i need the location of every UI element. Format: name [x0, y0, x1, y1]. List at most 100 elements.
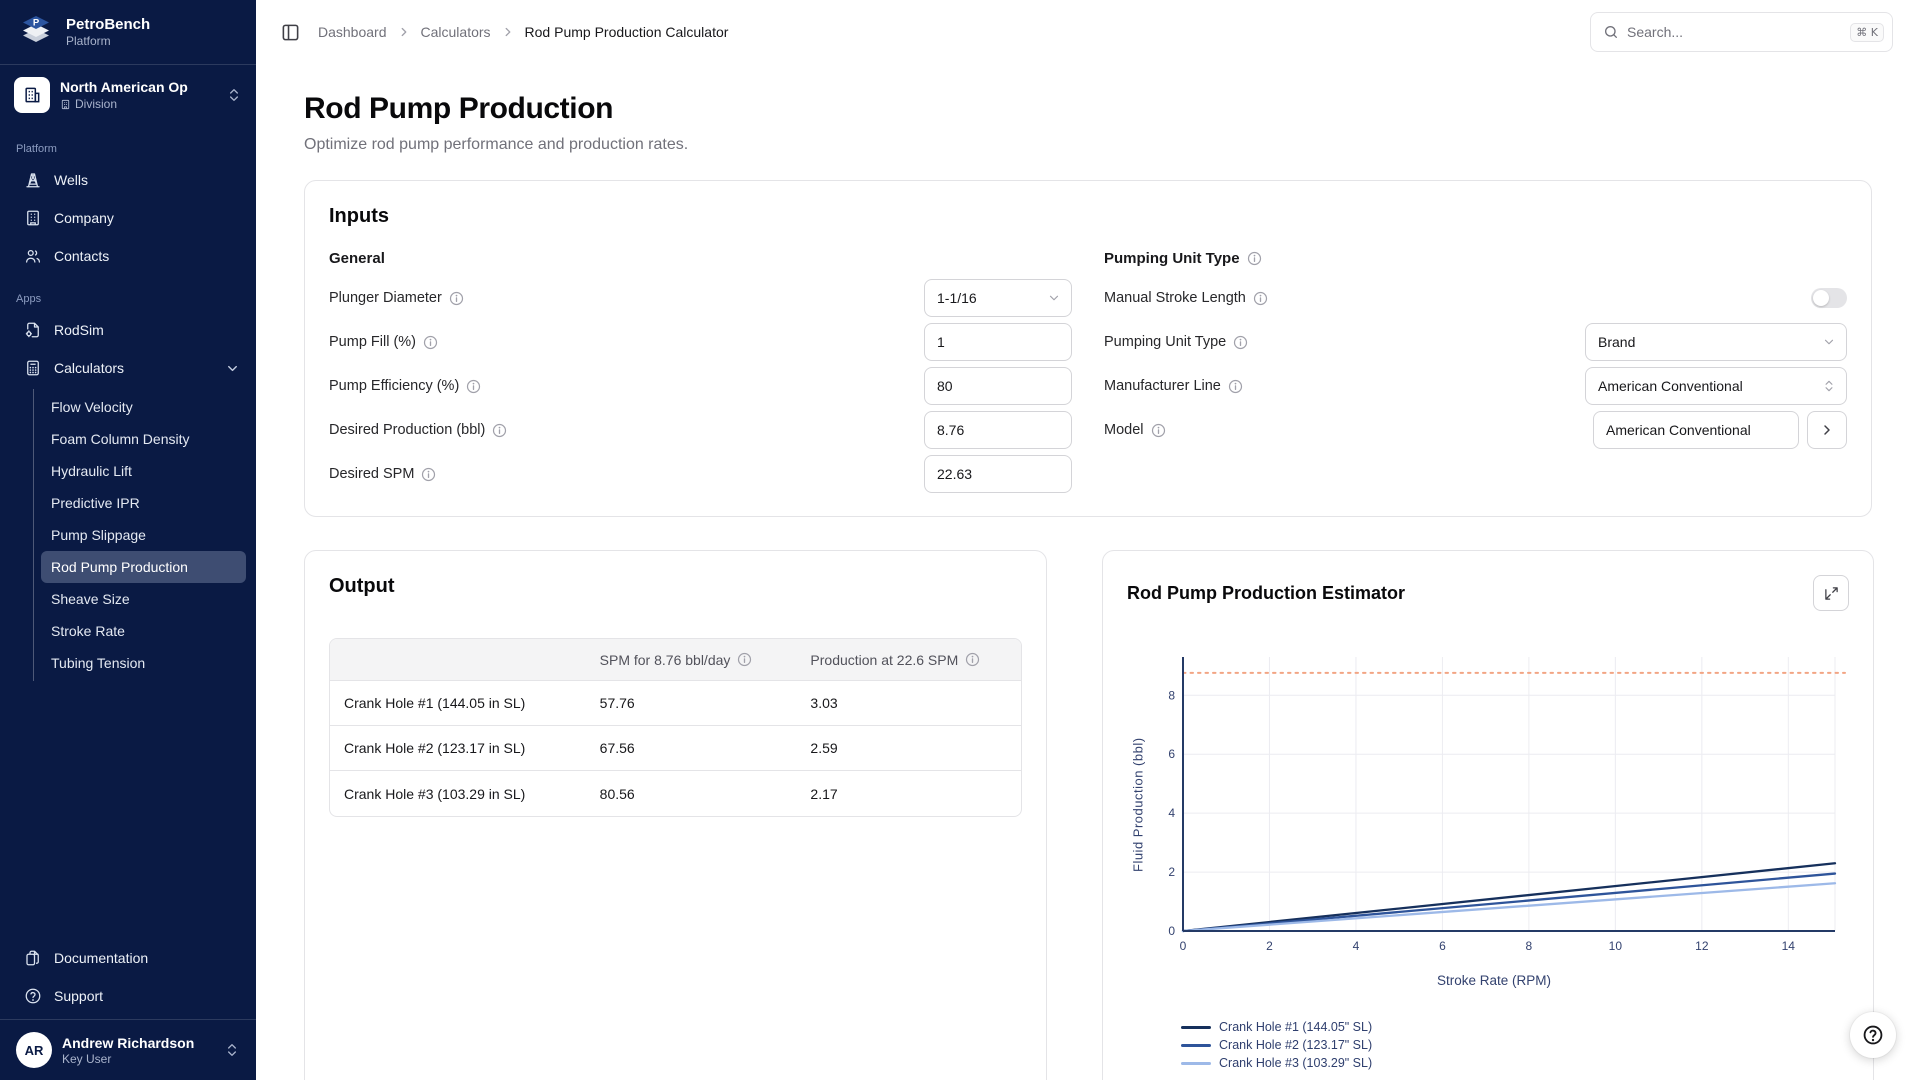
svg-text:0: 0: [1168, 924, 1175, 938]
model-next-button[interactable]: [1807, 411, 1847, 449]
legend-label: Crank Hole #3 (103.29" SL): [1219, 1056, 1373, 1070]
sidebar-subitem-tubing-tension[interactable]: Tubing Tension: [51, 655, 146, 671]
topbar: Dashboard Calculators Rod Pump Productio…: [256, 0, 1920, 64]
desired-spm-input[interactable]: [937, 466, 1059, 482]
user-role: Key User: [62, 1051, 112, 1066]
calculators-sublist: Flow Velocity Foam Column Density Hydrauli…: [33, 389, 256, 681]
sidebar-item-calculators[interactable]: Calculators: [0, 349, 256, 387]
chevron-down-icon: [1824, 339, 1834, 345]
pumping-unit-type-select[interactable]: Brand: [1585, 323, 1847, 361]
brand-tagline: Platform: [66, 34, 111, 48]
svg-text:0: 0: [1180, 939, 1187, 953]
pump-fill-input[interactable]: [937, 334, 1059, 350]
x-axis-title: Stroke Rate (RPM): [1436, 973, 1552, 988]
sidebar-item-wells[interactable]: Wells: [0, 161, 256, 199]
output-table-body: Crank Hole #1 (144.05 in SL) 57.76 3.03 Cra…: [330, 681, 1021, 816]
sidebar-item-support[interactable]: Support: [0, 977, 256, 1015]
info-icon[interactable]: [421, 467, 436, 482]
svg-text:6: 6: [1168, 747, 1175, 761]
org-switcher[interactable]: North American Opera Division: [0, 65, 256, 125]
manual-stroke-length-toggle[interactable]: [1811, 288, 1847, 308]
chart-legend: Crank Hole #1 (144.05" SL) Crank Hole #2 …: [1181, 1018, 1849, 1072]
svg-text:14: 14: [1782, 939, 1796, 953]
column-header-spm: SPM for 8.76 bbl/day: [585, 639, 797, 681]
sidebar-item-company[interactable]: Company: [0, 199, 256, 237]
sidebar-subitem-pump-slippage[interactable]: Pump Slippage: [51, 527, 146, 543]
model-label: Model: [1104, 422, 1144, 438]
expand-chart-button[interactable]: [1813, 575, 1849, 611]
user-menu[interactable]: AR Andrew Richardson Key User: [0, 1020, 256, 1080]
divider: [0, 1019, 256, 1020]
info-icon[interactable]: [1228, 379, 1243, 394]
sidebar-subitem-hydraulic-lift[interactable]: Hydraulic Lift: [51, 463, 132, 479]
info-icon[interactable]: [1253, 291, 1268, 306]
info-icon[interactable]: [423, 335, 438, 350]
crank-hole-label: Crank Hole #2 (123.17 in SL): [330, 726, 586, 771]
sidebar-subitem-sheave-size[interactable]: Sheave Size: [51, 591, 130, 607]
breadcrumb-current: Rod Pump Production Calculator: [524, 24, 729, 40]
chevrons-up-down-icon: [228, 1044, 236, 1056]
org-kind: Division: [75, 97, 118, 111]
breadcrumb-calculators[interactable]: Calculators: [420, 24, 491, 40]
info-icon[interactable]: [1151, 423, 1166, 438]
pumping-unit-type-label: Pumping Unit Type: [1104, 334, 1227, 350]
table-row: Crank Hole #3 (103.29 in SL) 80.56 2.17: [330, 771, 1021, 816]
svg-text:4: 4: [1168, 806, 1175, 820]
sidebar-item-rodsim[interactable]: RodSim: [0, 311, 256, 349]
pumping-unit-type-heading: Pumping Unit Type: [1104, 244, 1847, 272]
sidebar-subitem-rod-pump-production[interactable]: Rod Pump Production: [41, 551, 246, 583]
info-icon[interactable]: [492, 423, 507, 438]
estimator-heading: Rod Pump Production Estimator: [1127, 582, 1406, 603]
divider: [0, 64, 256, 65]
svg-text:P: P: [33, 18, 40, 29]
brand-name: PetroBench: [66, 16, 151, 33]
crank-hole-label: Crank Hole #3 (103.29 in SL): [344, 785, 526, 802]
spm-value: 57.76: [585, 681, 797, 726]
pump-efficiency-input[interactable]: [937, 378, 1059, 394]
derrick-icon: [26, 173, 40, 188]
sidebar-item-documentation[interactable]: Documentation: [0, 939, 256, 977]
svg-text:2: 2: [1266, 939, 1273, 953]
brand[interactable]: P PetroBench Platform: [0, 0, 256, 64]
plunger-diameter-select[interactable]: 1-1/16: [924, 279, 1072, 317]
info-icon[interactable]: [1233, 335, 1248, 350]
chevrons-up-down-icon: [230, 89, 238, 101]
chevron-right-icon: [1824, 425, 1830, 435]
model-field[interactable]: American Conventional: [1593, 411, 1799, 449]
sidebar-subitem-predictive-ipr[interactable]: Predictive IPR: [51, 495, 140, 511]
sidebar-subitem-stroke-rate[interactable]: Stroke Rate: [51, 623, 125, 639]
desired-production-field: [924, 411, 1072, 449]
pump-efficiency-label: Pump Efficiency (%): [329, 378, 460, 394]
sidebar-item-contacts[interactable]: Contacts: [0, 237, 256, 275]
sidebar-item-label: Calculators: [54, 360, 125, 376]
org-name: North American Opera: [60, 79, 188, 95]
info-icon[interactable]: [449, 291, 464, 306]
page-subtitle: Optimize rod pump performance and produc…: [304, 136, 689, 153]
documentation-icon: [26, 950, 39, 966]
legend-label: Crank Hole #2 (123.17" SL): [1219, 1038, 1373, 1052]
breadcrumb-dashboard[interactable]: Dashboard: [318, 24, 387, 40]
manufacturer-line-select[interactable]: American Conventional: [1585, 367, 1847, 405]
division-building-icon: [61, 99, 70, 109]
info-icon[interactable]: [466, 379, 481, 394]
sidebar-toggle-button[interactable]: [276, 18, 304, 46]
info-icon[interactable]: [737, 652, 752, 667]
info-icon[interactable]: [1247, 251, 1262, 266]
search-input[interactable]: [1627, 24, 1843, 40]
inputs-heading: Inputs: [329, 205, 389, 227]
manufacturer-line-label: Manufacturer Line: [1104, 378, 1221, 394]
help-button[interactable]: [1850, 1012, 1896, 1058]
desired-spm-label: Desired SPM: [329, 466, 415, 482]
org-building-icon: [14, 77, 50, 113]
search-box[interactable]: ⌘ K: [1590, 12, 1893, 52]
sidebar-subitem-foam-column-density[interactable]: Foam Column Density: [51, 431, 190, 447]
sidebar-subitem-flow-velocity[interactable]: Flow Velocity: [51, 399, 133, 415]
table-row: Crank Hole #1 (144.05 in SL) 57.76 3.03: [330, 681, 1021, 726]
desired-production-input[interactable]: [937, 422, 1059, 438]
svg-text:8: 8: [1526, 939, 1533, 953]
output-table: SPM for 8.76 bbl/day Production at 22.6 …: [329, 638, 1022, 817]
info-icon[interactable]: [965, 652, 980, 667]
sidebar-item-label: Documentation: [54, 950, 149, 966]
file-gear-icon: [25, 322, 39, 338]
avatar: AR: [16, 1032, 52, 1068]
